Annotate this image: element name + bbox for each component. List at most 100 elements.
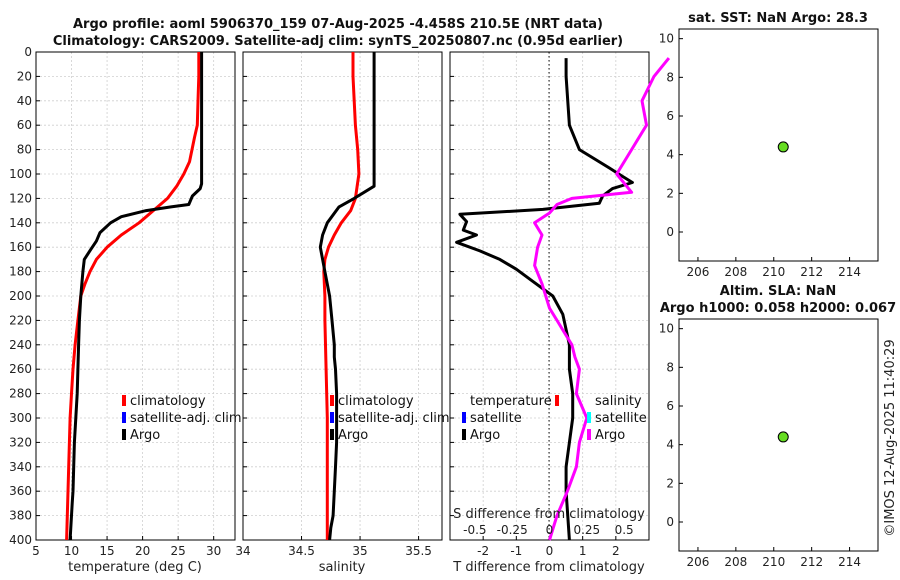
x-tick-label: 206 [686, 265, 709, 279]
legend-satellite-label: satellite-adj. clim [130, 411, 242, 426]
y-tick-label: 60 [17, 118, 32, 132]
legend2-climatology-label: climatology [338, 394, 414, 409]
data-point-marker [777, 141, 789, 153]
y-tick-label: 10 [659, 322, 674, 336]
legend-salinity-header: salinity [595, 394, 642, 409]
legend-t-argo-label: Argo [470, 428, 500, 443]
series-line-t-argo [455, 58, 634, 541]
y-tick-label: 240 [9, 338, 32, 352]
x-tick-label: 20 [135, 544, 150, 558]
y-tick-label: 4 [666, 438, 674, 452]
figure-title-line2: Climatology: CARS2009. Satellite-adj cli… [53, 34, 623, 49]
x2-tick-label: -0.5 [463, 523, 486, 537]
sla-panel: Altim. SLA: NaN Argo h1000: 0.058 h2000:… [659, 284, 896, 569]
y-tick-label: 140 [9, 216, 32, 230]
sla-panel-title2: Argo h1000: 0.058 h2000: 0.067 [660, 301, 896, 316]
x-tick-label: -1 [510, 544, 522, 558]
legend2-argo-swatch [330, 429, 334, 440]
y-tick-label: 6 [666, 109, 674, 123]
y-tick-label: 4 [666, 148, 674, 162]
y-tick-label: 220 [9, 313, 32, 327]
y-tick-label: 20 [17, 69, 32, 83]
x-tick-label: 15 [99, 544, 114, 558]
legend-t-satellite-label: satellite [470, 411, 522, 426]
y-tick-label: 10 [659, 32, 674, 46]
profile-legend-temperature: climatology satellite-adj. clim Argo [122, 394, 242, 443]
y-tick-label: 8 [666, 70, 674, 84]
salinity-panel: 34 34.5 35 35.5 salinity climatology satell… [235, 51, 450, 575]
y-tick-label: 8 [666, 360, 674, 374]
difference-panel: -2 -1 0 1 2 T difference from climatology S … [449, 51, 671, 575]
x-tick-label: 212 [800, 265, 823, 279]
y-tick-label: 380 [9, 509, 32, 523]
y-tick-label: 0 [666, 515, 674, 529]
series-line-climatology [65, 52, 201, 541]
legend2-climatology-swatch [330, 395, 334, 406]
difference-xlabel: T difference from climatology [452, 560, 645, 575]
difference-legend: temperature salinity satellite Argo sate… [462, 394, 647, 443]
x-tick-label: 0 [546, 544, 554, 558]
imos-timestamp: ©IMOS 12-Aug-2025 11:40:29 [883, 339, 898, 536]
legend2-argo-label: Argo [338, 428, 368, 443]
legend-climatology-swatch [122, 395, 126, 406]
y-tick-label: 280 [9, 387, 32, 401]
legend-s-satellite-label: satellite [595, 411, 647, 426]
temperature-xlabel: temperature (deg C) [68, 560, 202, 575]
x-tick-label: 34.5 [288, 544, 315, 558]
x-tick-label: 2 [612, 544, 620, 558]
x2-tick-label: 0.25 [573, 523, 600, 537]
legend-argo-swatch [122, 429, 126, 440]
y-tick-label: 2 [666, 186, 674, 200]
sst-panel-title: sat. SST: NaN Argo: 28.3 [688, 11, 868, 26]
y-tick-label: 320 [9, 435, 32, 449]
sla-panel-title1: Altim. SLA: NaN [720, 284, 836, 299]
legend-t-satellite-swatch [462, 412, 466, 423]
x-tick-label: 212 [800, 555, 823, 569]
legend-climatology-label: climatology [130, 394, 206, 409]
series-line-argo [318, 52, 376, 541]
series-line-argo [68, 52, 204, 541]
y-tick-label: 0 [666, 225, 674, 239]
y-tick-label: 260 [9, 362, 32, 376]
sst-axes-frame [678, 28, 879, 262]
legend2-satellite-label: satellite-adj. clim [338, 411, 450, 426]
x-tick-label: 206 [686, 555, 709, 569]
y-tick-label: 6 [666, 399, 674, 413]
figure-title-line1: Argo profile: aoml 5906370_159 07-Aug-20… [73, 17, 603, 32]
x-tick-label: 214 [838, 265, 861, 279]
legend-s-argo-label: Argo [595, 428, 625, 443]
x-tick-label: 208 [724, 555, 747, 569]
temperature-panel: 0 20 40 60 80 100 120 140 160 180 200 220 240 260 280 3… [9, 45, 242, 575]
y-tick-label: 160 [9, 240, 32, 254]
x-tick-label: 35 [352, 544, 367, 558]
y-tick-label: 360 [9, 484, 32, 498]
y-tick-label: 120 [9, 191, 32, 205]
y-tick-label: 300 [9, 411, 32, 425]
legend-s-argo-swatch [587, 429, 591, 440]
y-tick-label: 200 [9, 289, 32, 303]
x-tick-label: 35.5 [405, 544, 432, 558]
x-tick-label: 5 [32, 544, 40, 558]
y-tick-label: 80 [17, 143, 32, 157]
legend-t-argo-swatch [462, 429, 466, 440]
sla-axes-frame [678, 318, 879, 552]
salinity-xlabel: salinity [319, 560, 366, 575]
y-tick-label: 2 [666, 476, 674, 490]
x2-tick-label: 0 [546, 523, 554, 537]
sst-panel: sat. SST: NaN Argo: 28.3 0 2 4 6 8 10 206 208 21… [659, 11, 879, 279]
y-tick-label: 100 [9, 167, 32, 181]
x2-tick-label: 0.5 [615, 523, 634, 537]
y-tick-label: 0 [24, 45, 32, 59]
x-tick-label: 10 [64, 544, 79, 558]
x2-tick-label: -0.25 [497, 523, 528, 537]
legend-temperature-header: temperature [470, 394, 552, 409]
y-tick-label: 400 [9, 533, 32, 547]
difference-x2label: S difference from climatology [453, 507, 645, 522]
legend-argo-label: Argo [130, 428, 160, 443]
series-line-climatology [322, 52, 361, 540]
x-tick-label: 208 [724, 265, 747, 279]
profile-legend-salinity: climatology satellite-adj. clim Argo [330, 394, 450, 443]
x-tick-label: 1 [579, 544, 587, 558]
x-tick-label: -2 [477, 544, 489, 558]
